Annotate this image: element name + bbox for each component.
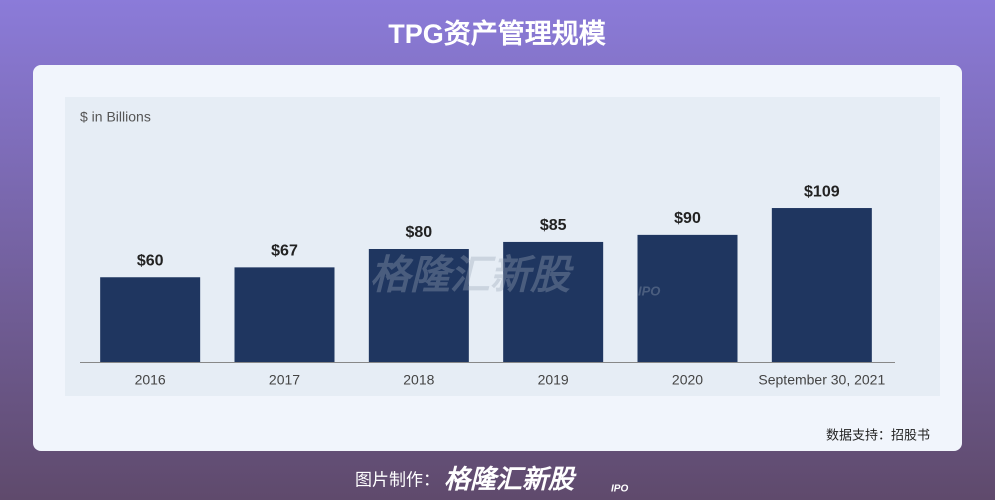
value-label: $60	[137, 252, 164, 269]
x-tick-label: 2017	[269, 372, 300, 388]
footer-label: 图片制作：	[355, 470, 440, 489]
watermark-text: 格隆汇新股	[370, 254, 574, 298]
value-label: $67	[271, 243, 298, 260]
x-tick-label: September 30, 2021	[758, 372, 885, 388]
source: 数据支持：招股书	[826, 427, 930, 442]
value-label: $109	[804, 183, 840, 200]
footer-logo-sub: IPO	[611, 484, 628, 495]
bar	[503, 241, 604, 362]
x-tick-label: 2016	[135, 372, 166, 388]
bar	[637, 234, 738, 362]
x-tick-label: 2018	[403, 372, 434, 388]
watermark: 格隆汇新股 IPO	[370, 254, 660, 299]
bar	[368, 249, 469, 362]
bar	[100, 277, 201, 362]
footer-logo: 格隆汇新股	[444, 464, 577, 494]
bar	[234, 267, 335, 362]
value-label: $90	[674, 210, 701, 227]
watermark-sub: IPO	[638, 283, 660, 298]
x-tick-label: 2020	[672, 372, 703, 388]
value-label: $85	[540, 217, 567, 234]
bar	[771, 208, 872, 362]
x-tick-label: 2019	[538, 372, 569, 388]
value-label: $80	[405, 224, 432, 241]
chart-title: TPG资产管理规模	[388, 19, 606, 49]
y-axis-label: $ in Billions	[80, 109, 151, 125]
